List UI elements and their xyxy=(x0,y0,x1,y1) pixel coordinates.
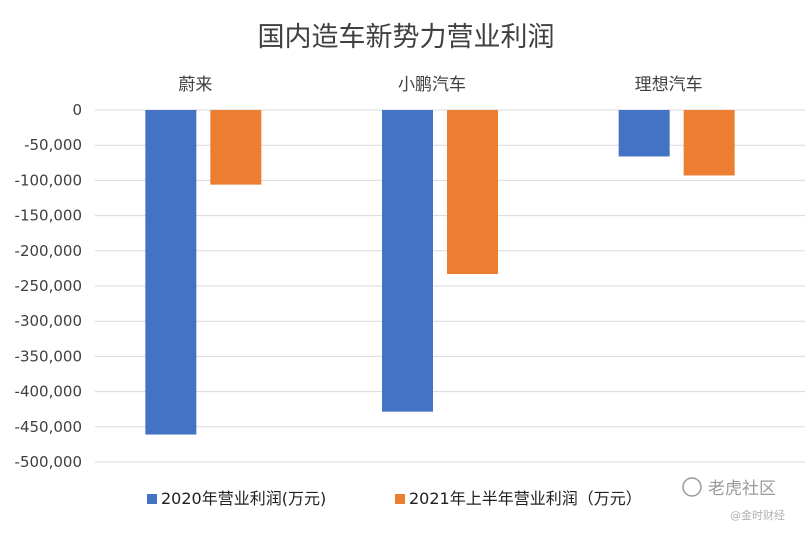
y-tick-label: -400,000 xyxy=(15,383,82,401)
watermark: 老虎社区 @金时财经 xyxy=(682,477,785,522)
y-tick-label: -450,000 xyxy=(15,418,82,436)
y-tick-label: -500,000 xyxy=(15,453,82,471)
y-tick-label: -50,000 xyxy=(24,136,82,154)
y-axis: 0 -50,000 -100,000 -150,000 -200,000 -250,000… xyxy=(15,101,82,471)
bar-series1 xyxy=(618,110,670,157)
watermark-main: 老虎社区 xyxy=(708,479,776,499)
bar-series1 xyxy=(382,110,433,412)
legend: 2020年营业利润(万元) 2021年上半年营业利润（万元） xyxy=(147,489,642,508)
category-label: 小鹏汽车 xyxy=(398,75,466,95)
y-tick-label: -350,000 xyxy=(15,347,82,365)
bar-series2 xyxy=(210,110,262,185)
y-tick-label: -250,000 xyxy=(15,277,82,295)
legend-label: 2020年营业利润(万元) xyxy=(161,489,326,508)
chart-title: 国内造车新势力营业利润 xyxy=(258,22,555,53)
bar-series2 xyxy=(447,110,498,275)
y-tick-label: -150,000 xyxy=(15,207,82,225)
tiger-logo-icon xyxy=(682,477,702,497)
legend-swatch xyxy=(395,494,405,504)
legend-label: 2021年上半年营业利润（万元） xyxy=(409,489,642,508)
legend-swatch xyxy=(147,494,157,504)
watermark-sub: @金时财经 xyxy=(730,508,785,522)
bars xyxy=(145,110,735,435)
y-tick-label: 0 xyxy=(72,101,82,119)
category-label: 蔚来 xyxy=(178,75,212,95)
category-labels: 蔚来 小鹏汽车 理想汽车 xyxy=(178,75,702,95)
category-label: 理想汽车 xyxy=(635,75,703,95)
y-tick-label: -300,000 xyxy=(15,312,82,330)
y-tick-label: -200,000 xyxy=(15,242,82,260)
bar-series2 xyxy=(683,110,735,176)
y-tick-label: -100,000 xyxy=(15,171,82,189)
bar-series1 xyxy=(145,110,197,435)
